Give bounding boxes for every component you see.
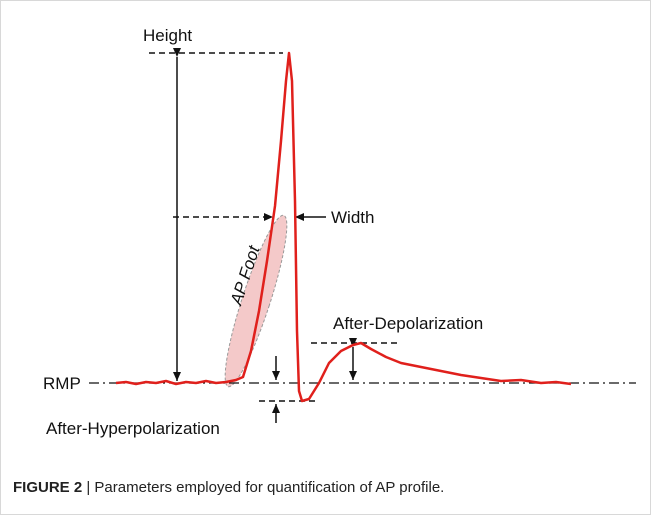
rmp-label: RMP: [43, 374, 81, 393]
adp-label: After-Depolarization: [333, 314, 483, 333]
ap-foot-ellipse: [224, 214, 288, 388]
caption-text: | Parameters employed for quantification…: [82, 479, 445, 496]
height-label: Height: [143, 26, 192, 45]
ap-trace: [115, 51, 572, 403]
width-label: Width: [331, 208, 374, 227]
ahp-label: After-Hyperpolarization: [46, 419, 220, 438]
caption: FIGURE 2 | Parameters employed for quant…: [13, 479, 444, 496]
diagram: Height Width AP Foot After-Depolarizatio…: [43, 26, 636, 438]
caption-label: FIGURE 2: [13, 479, 83, 496]
